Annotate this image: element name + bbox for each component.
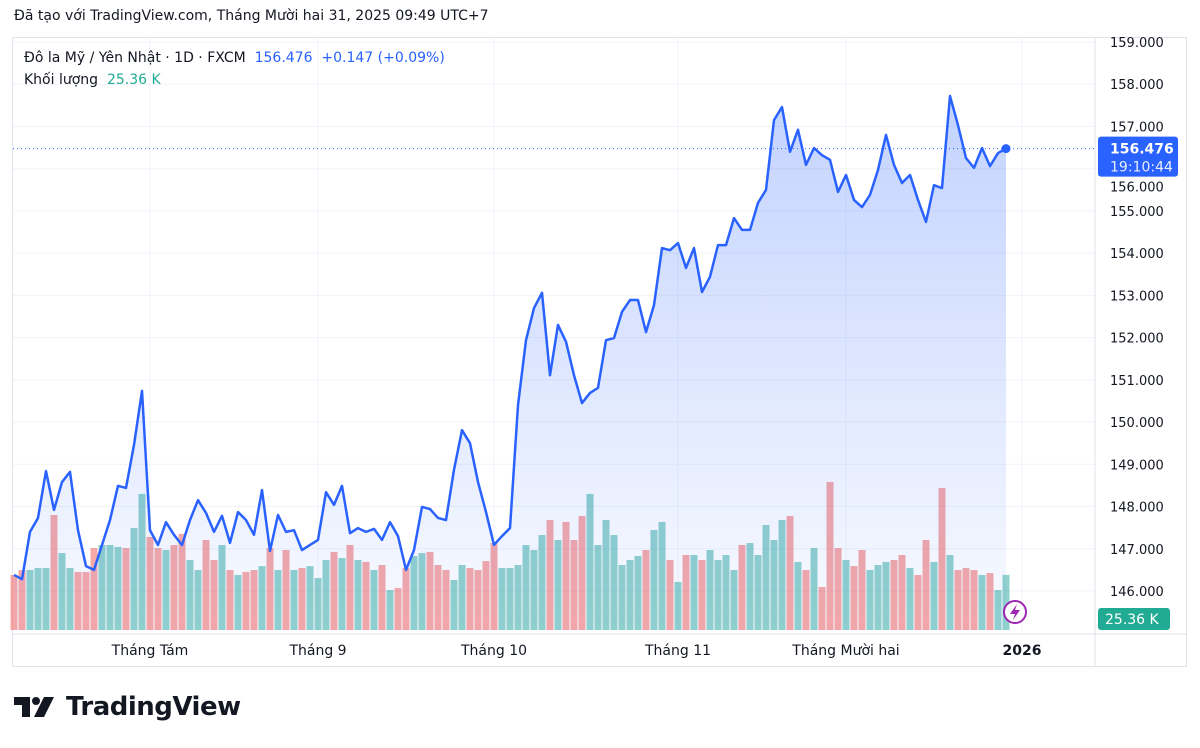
price-badge-value: 156.476 — [1110, 142, 1174, 158]
y-tick-label: 153.000 — [1110, 289, 1164, 304]
lightning-icon[interactable] — [1003, 600, 1027, 624]
price-badge-countdown: 19:10:44 — [1110, 160, 1173, 176]
y-tick-label: 158.000 — [1110, 78, 1164, 93]
y-tick-label: 155.000 — [1110, 205, 1164, 220]
y-tick-label: 150.000 — [1110, 416, 1164, 431]
volume-badge — [1098, 608, 1170, 630]
price-badge — [1098, 136, 1178, 177]
last-price-point — [1001, 144, 1011, 154]
y-tick-label: 157.000 — [1110, 120, 1164, 135]
y-tick-label: 156.000 — [1110, 181, 1164, 196]
last-price: 156.476 — [254, 50, 313, 66]
y-tick-label: 152.000 — [1110, 332, 1164, 347]
volume-value: 25.36 K — [106, 72, 161, 88]
x-tick-label: Tháng 10 — [460, 643, 527, 659]
logo-text: TradingView — [66, 692, 241, 722]
volume-badge-value: 25.36 K — [1105, 612, 1160, 628]
y-tick-label: 154.000 — [1110, 247, 1164, 262]
chart-frame — [12, 37, 1187, 667]
chart-credit: Đã tạo với TradingView.com, Tháng Mười h… — [14, 8, 489, 24]
y-tick-label: 147.000 — [1110, 543, 1164, 558]
x-tick-label: Tháng Tám — [111, 643, 189, 659]
y-tick-label: 151.000 — [1110, 374, 1164, 389]
price-change: +0.147 (+0.09%) — [321, 50, 445, 66]
x-tick-label: 2026 — [1003, 643, 1042, 659]
y-tick-label: 159.000 — [1110, 36, 1164, 51]
x-tick-label: Tháng 9 — [288, 643, 346, 659]
chart-legend: Đô la Mỹ / Yên Nhật · 1D · FXCM 156.476 … — [24, 47, 445, 91]
x-tick-label: Tháng 11 — [644, 643, 711, 659]
tradingview-logo[interactable]: TradingView — [14, 692, 241, 722]
y-tick-label: 148.000 — [1110, 501, 1164, 516]
y-tick-label: 146.000 — [1110, 585, 1164, 600]
tradingview-logo-icon — [14, 697, 54, 717]
x-tick-label: Tháng Mười hai — [791, 643, 899, 659]
price-line — [13, 94, 1007, 581]
volume-label[interactable]: Khối lượng — [24, 72, 99, 88]
y-tick-label: 149.000 — [1110, 458, 1164, 473]
symbol-title[interactable]: Đô la Mỹ / Yên Nhật · 1D · FXCM — [24, 50, 246, 66]
price-area-fill — [14, 96, 1006, 631]
